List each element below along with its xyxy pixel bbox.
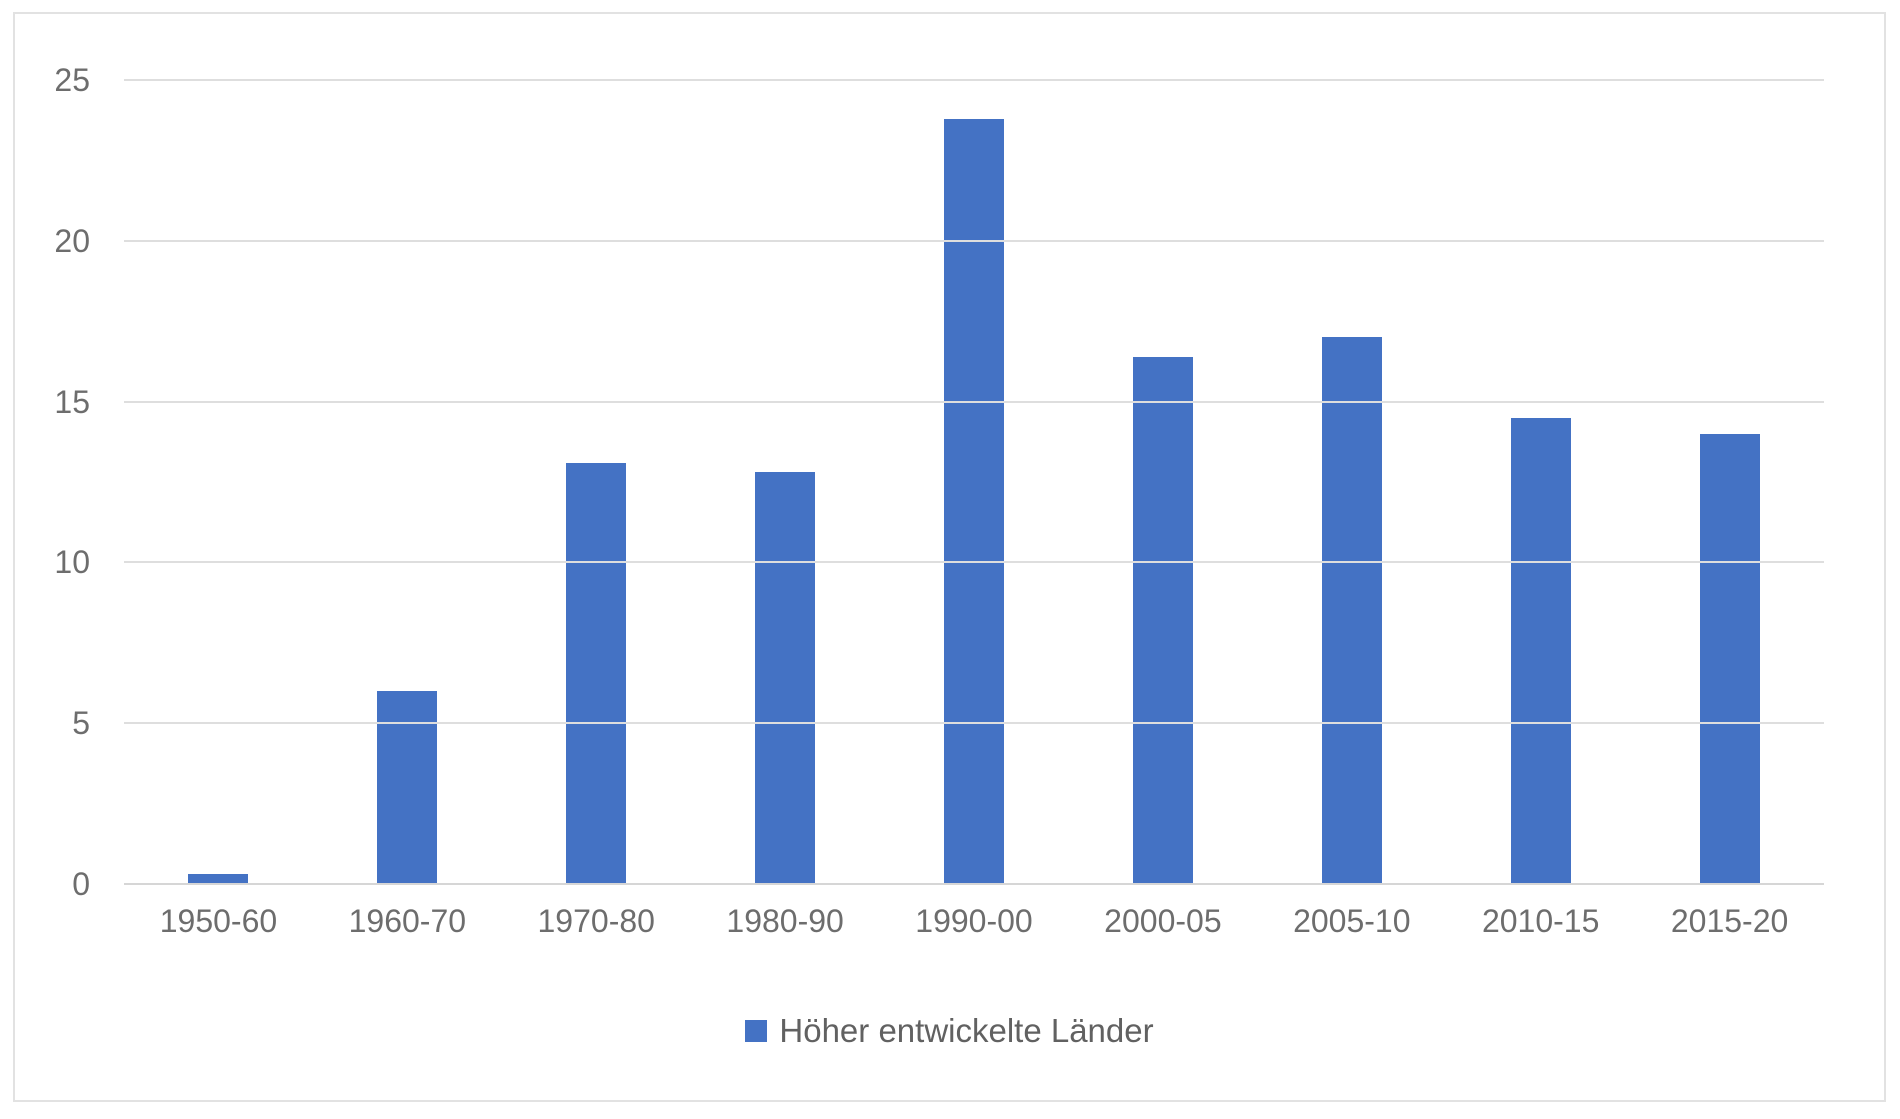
bar-1960-70 xyxy=(377,691,438,884)
bar-2010-15 xyxy=(1510,418,1571,884)
x-tick-label-1970-80: 1970-80 xyxy=(537,903,655,939)
bar-1980-90 xyxy=(755,472,816,884)
bar-slot-2010-15 xyxy=(1446,80,1635,884)
y-tick-label-20: 20 xyxy=(54,222,90,259)
x-tick-label-2010-15: 2010-15 xyxy=(1481,903,1600,939)
plot-area xyxy=(124,79,1824,885)
gridline-15 xyxy=(124,400,1824,403)
legend-color-swatch-icon xyxy=(745,1020,768,1042)
bar-1970-80 xyxy=(566,463,627,884)
bar-1950-60 xyxy=(188,874,249,884)
bar-slot-2015-20 xyxy=(1635,80,1824,884)
x-tick-label-1980-90: 1980-90 xyxy=(726,903,844,939)
x-tick-label-1950-60: 1950-60 xyxy=(159,903,278,939)
bar-slot-1960-70 xyxy=(313,80,502,884)
gridline-10 xyxy=(124,561,1824,564)
chart-frame: 0 5 10 15 20 25 1950-60 1960-70 1970-80 1980-90 1… xyxy=(13,12,1886,1102)
bar-slot-1970-80 xyxy=(502,80,691,884)
bar-2005-10 xyxy=(1321,337,1382,884)
y-tick-label-10: 10 xyxy=(54,544,90,581)
bar-slot-1980-90 xyxy=(691,80,880,884)
x-axis: 1950-60 1960-70 1970-80 1980-90 1990-00 2000-… xyxy=(124,900,1824,942)
x-tick-label-2015-20: 2015-20 xyxy=(1670,903,1789,939)
y-tick-label-25: 25 xyxy=(54,62,90,98)
legend-series-label: Höher entwickelte Länder xyxy=(779,1012,1154,1049)
bar-2015-20 xyxy=(1699,434,1760,884)
x-axis-line xyxy=(124,883,1824,885)
x-tick-label-1960-70: 1960-70 xyxy=(348,903,467,939)
x-tick-label-2000-05: 2000-05 xyxy=(1104,903,1222,939)
y-tick-label-15: 15 xyxy=(54,383,90,420)
bar-slot-1990-00 xyxy=(880,80,1069,884)
y-axis: 0 5 10 15 20 25 xyxy=(15,14,99,1100)
y-tick-label-0: 0 xyxy=(72,866,90,902)
bars-row xyxy=(124,80,1824,884)
bar-slot-1950-60 xyxy=(124,80,313,884)
gridline-20 xyxy=(124,239,1824,242)
gridline-5 xyxy=(124,722,1824,725)
bar-slot-2005-10 xyxy=(1257,80,1446,884)
x-tick-label-1990-00: 1990-00 xyxy=(915,903,1033,939)
gridline-25 xyxy=(124,79,1824,81)
bar-2000-05 xyxy=(1132,357,1193,884)
y-tick-label-5: 5 xyxy=(72,705,90,742)
bar-1990-00 xyxy=(944,119,1004,884)
legend: Höher entwickelte Länder xyxy=(15,1012,1884,1050)
x-tick-label-2005-10: 2005-10 xyxy=(1293,903,1411,939)
bar-slot-2000-05 xyxy=(1068,80,1257,884)
